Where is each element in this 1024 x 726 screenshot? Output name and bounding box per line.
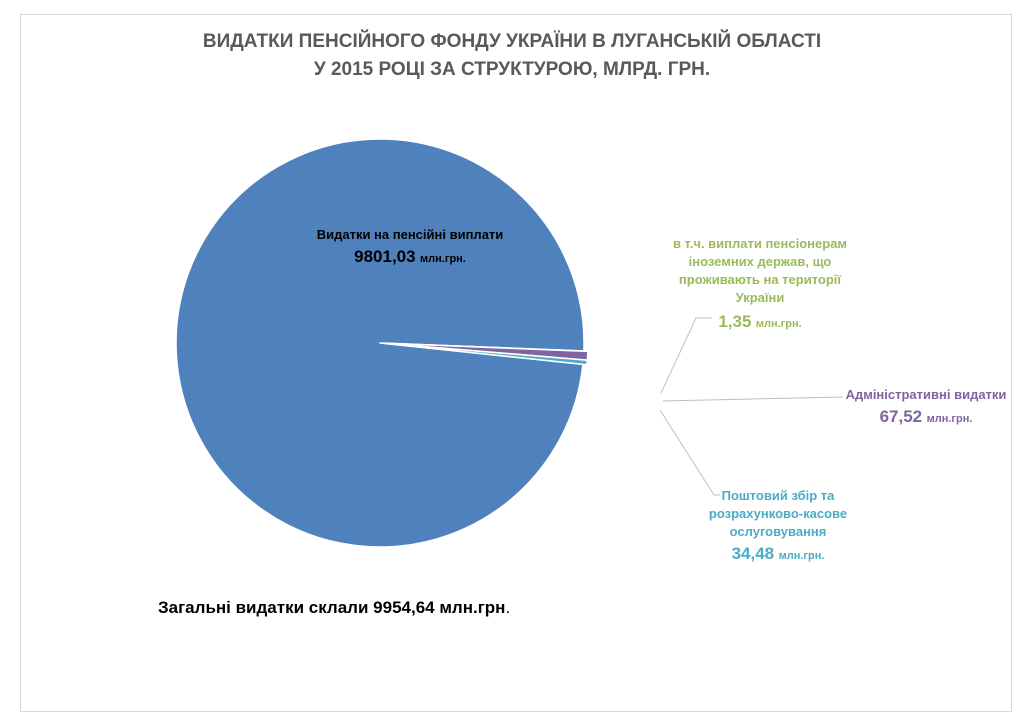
chart-title-line-2: У 2015 РОЦІ ЗА СТРУКТУРОЮ, МЛРД. ГРН.	[313, 59, 711, 80]
label-foreign-line-1: в т.ч. виплати пенсіонерам	[672, 236, 848, 251]
label-postal-line-2: розрахунково-касове	[708, 506, 848, 521]
label-pension-unit: млн.грн.	[420, 253, 466, 265]
leader-line-admin	[662, 396, 844, 402]
label-admin-value: 67,52	[879, 407, 923, 426]
total-expenses-suffix: .	[505, 598, 511, 617]
leader-line-postal	[659, 409, 720, 496]
label-postal-unit: млн.грн.	[778, 550, 825, 562]
chart-frame	[20, 14, 1012, 712]
label-postal-line-3: ослуговування	[729, 524, 827, 539]
pie-slice-postal	[383, 342, 589, 366]
pie-slice-pension	[175, 138, 585, 548]
label-admin: Адміністративні видатки 67,52 млн.грн.	[836, 386, 1016, 428]
label-postal: Поштовий збір та розрахунково-касове осл…	[688, 487, 868, 565]
label-pension-name: Видатки на пенсійні виплати	[316, 227, 504, 242]
label-foreign-line-3: проживають на території	[678, 272, 842, 287]
leader-line-foreign	[660, 317, 712, 394]
total-expenses: Загальні видатки склали 9954,64 млн.грн.	[158, 598, 510, 618]
label-foreign: в т.ч. виплати пенсіонерам іноземних дер…	[660, 235, 860, 333]
label-foreign-line-4: України	[735, 290, 785, 305]
label-foreign-value: 1,35	[718, 312, 752, 331]
chart-title-line-1: ВИДАТКИ ПЕНСІЙНОГО ФОНДУ УКРАЇНИ В ЛУГАН…	[202, 31, 822, 52]
label-postal-value: 34,48	[731, 544, 775, 563]
label-admin-name: Адміністративні видатки	[845, 387, 1007, 402]
label-admin-unit: млн.грн.	[926, 413, 973, 425]
chart-title: ВИДАТКИ ПЕНСІЙНОГО ФОНДУ УКРАЇНИ В ЛУГАН…	[0, 28, 1024, 84]
label-foreign-line-2: іноземних держав, що	[688, 254, 832, 269]
label-postal-line-1: Поштовий збір та	[721, 488, 835, 503]
label-pension: Видатки на пенсійні виплати 9801,03 млн.…	[295, 226, 525, 268]
label-foreign-unit: млн.грн.	[755, 318, 802, 330]
label-pension-value: 9801,03	[354, 247, 416, 266]
total-expenses-text: Загальні видатки склали 9954,64 млн.грн	[158, 598, 506, 617]
